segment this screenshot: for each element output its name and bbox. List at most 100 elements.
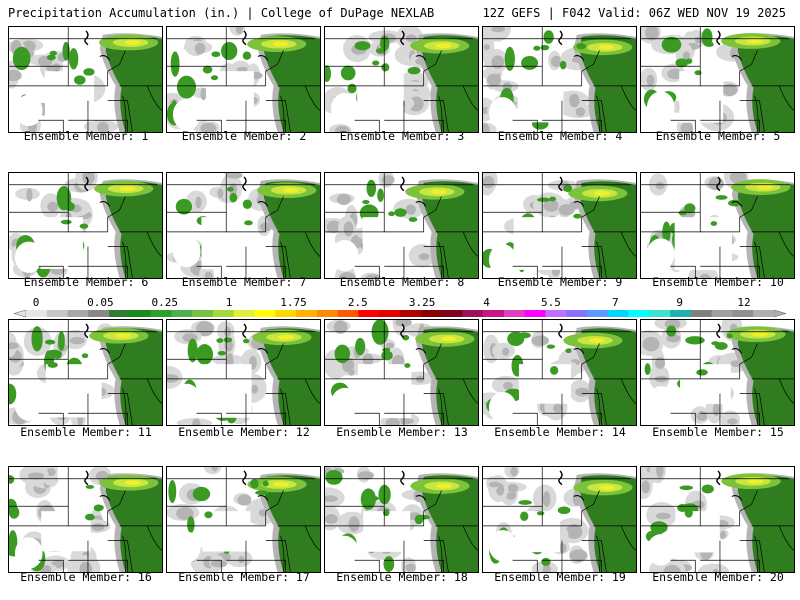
- ensemble-member-label: Ensemble Member: 1: [23, 129, 149, 143]
- colorbar-swatch: [316, 310, 338, 317]
- colorbar-tick-label: 3.25: [409, 297, 436, 309]
- colorbar-swatch: [670, 310, 692, 317]
- precip-map: [483, 320, 636, 425]
- precip-map: [325, 320, 478, 425]
- ensemble-map-1: [8, 26, 163, 133]
- ensemble-member-label: Ensemble Member: 12: [178, 425, 310, 439]
- ensemble-map-4: [482, 26, 637, 133]
- ensemble-map-2: [166, 26, 321, 133]
- colorbar-swatch: [483, 310, 505, 317]
- ensemble-member-label: Ensemble Member: 2: [181, 129, 307, 143]
- chart-title: Precipitation Accumulation (in.) | Colle…: [8, 6, 435, 20]
- colorbar-tick-label: 1.75: [280, 297, 307, 309]
- colorbar-min-arrow: [14, 309, 27, 318]
- precip-map: [167, 173, 320, 278]
- ensemble-member-label: Ensemble Member: 4: [497, 129, 623, 143]
- colorbar-tick-label: 1: [226, 297, 233, 309]
- ensemble-map-5: [640, 26, 795, 133]
- ensemble-member-label: Ensemble Member: 19: [494, 570, 626, 584]
- colorbar-swatch: [420, 310, 442, 317]
- colorbar-tick-label: 0: [33, 297, 40, 309]
- ensemble-map-18: [324, 466, 479, 573]
- ensemble-member-label: Ensemble Member: 14: [494, 425, 626, 439]
- colorbar-swatch: [358, 310, 380, 317]
- ensemble-member-label: Ensemble Member: 6: [23, 275, 149, 289]
- ensemble-map-13: [324, 319, 479, 426]
- colorbar-tick-label: 4: [483, 297, 490, 309]
- colorbar-tick-label: 12: [737, 297, 750, 309]
- colorbar-swatch: [690, 310, 712, 317]
- colorbar-swatch: [67, 310, 89, 317]
- ensemble-map-20: [640, 466, 795, 573]
- ensemble-member-label: Ensemble Member: 9: [497, 275, 623, 289]
- precip-map: [167, 320, 320, 425]
- colorbar-tick-label: 7: [612, 297, 619, 309]
- ensemble-member-label: Ensemble Member: 8: [339, 275, 465, 289]
- ensemble-map-11: [8, 319, 163, 426]
- colorbar-swatch: [171, 310, 193, 317]
- precip-map: [641, 467, 794, 572]
- colorbar-swatch: [566, 310, 588, 317]
- colorbar-tick-label: 9: [676, 297, 683, 309]
- ensemble-map-19: [482, 466, 637, 573]
- precip-map: [9, 467, 162, 572]
- ensemble-map-3: [324, 26, 479, 133]
- colorbar-swatch: [441, 310, 463, 317]
- precip-map: [9, 173, 162, 278]
- color-scale-legend: 0 0.05 0.25 1 1.75 2.5 3.25 4 5.5 7 9 12: [14, 297, 786, 321]
- colorbar-tick-label: 5.5: [541, 297, 561, 309]
- precip-map: [325, 173, 478, 278]
- ensemble-member-label: Ensemble Member: 13: [336, 425, 468, 439]
- colorbar-swatch: [26, 310, 48, 317]
- colorbar-swatch: [46, 310, 68, 317]
- ensemble-member-label: Ensemble Member: 20: [652, 570, 784, 584]
- colorbar-swatch: [337, 310, 359, 317]
- colorbar-swatch: [607, 310, 629, 317]
- colorbar-swatch: [649, 310, 671, 317]
- precip-map: [483, 173, 636, 278]
- ensemble-map-6: [8, 172, 163, 279]
- colorbar-swatch: [545, 310, 567, 317]
- precip-map: [641, 27, 794, 132]
- colorbar-swatch: [233, 310, 255, 317]
- colorbar-tick-label: 2.5: [348, 297, 368, 309]
- colorbar-swatch: [524, 310, 546, 317]
- colorbar-swatch: [587, 310, 609, 317]
- ensemble-map-9: [482, 172, 637, 279]
- ensemble-map-17: [166, 466, 321, 573]
- colorbar-swatch: [753, 310, 775, 317]
- ensemble-map-12: [166, 319, 321, 426]
- colorbar-swatch: [503, 310, 525, 317]
- ensemble-map-15: [640, 319, 795, 426]
- colorbar-swatch: [628, 310, 650, 317]
- precip-map: [9, 27, 162, 132]
- colorbar-swatch: [254, 310, 276, 317]
- precip-map: [483, 27, 636, 132]
- colorbar-swatch: [711, 310, 733, 317]
- run-valid-time: 12Z GEFS | F042 Valid: 06Z WED NOV 19 20…: [482, 6, 786, 20]
- colorbar-swatch: [296, 310, 318, 317]
- colorbar-swatch: [192, 310, 214, 317]
- colorbar-max-arrow: [773, 309, 786, 318]
- colorbar-swatch: [400, 310, 422, 317]
- precip-map: [325, 27, 478, 132]
- colorbar-swatch: [732, 310, 754, 317]
- ensemble-member-label: Ensemble Member: 3: [339, 129, 465, 143]
- colorbar-swatch: [88, 310, 110, 317]
- ensemble-member-label: Ensemble Member: 7: [181, 275, 307, 289]
- precip-map: [167, 27, 320, 132]
- colorbar-swatch: [275, 310, 297, 317]
- ensemble-map-10: [640, 172, 795, 279]
- colorbar-swatch: [109, 310, 131, 317]
- ensemble-member-label: Ensemble Member: 5: [655, 129, 781, 143]
- colorbar-swatch: [379, 310, 401, 317]
- ensemble-member-label: Ensemble Member: 11: [20, 425, 152, 439]
- colorbar-swatch: [462, 310, 484, 317]
- precip-map: [325, 467, 478, 572]
- precip-map: [483, 467, 636, 572]
- colorbar-swatch: [213, 310, 235, 317]
- precip-map: [641, 320, 794, 425]
- ensemble-member-label: Ensemble Member: 17: [178, 570, 310, 584]
- ensemble-map-14: [482, 319, 637, 426]
- precip-map: [9, 320, 162, 425]
